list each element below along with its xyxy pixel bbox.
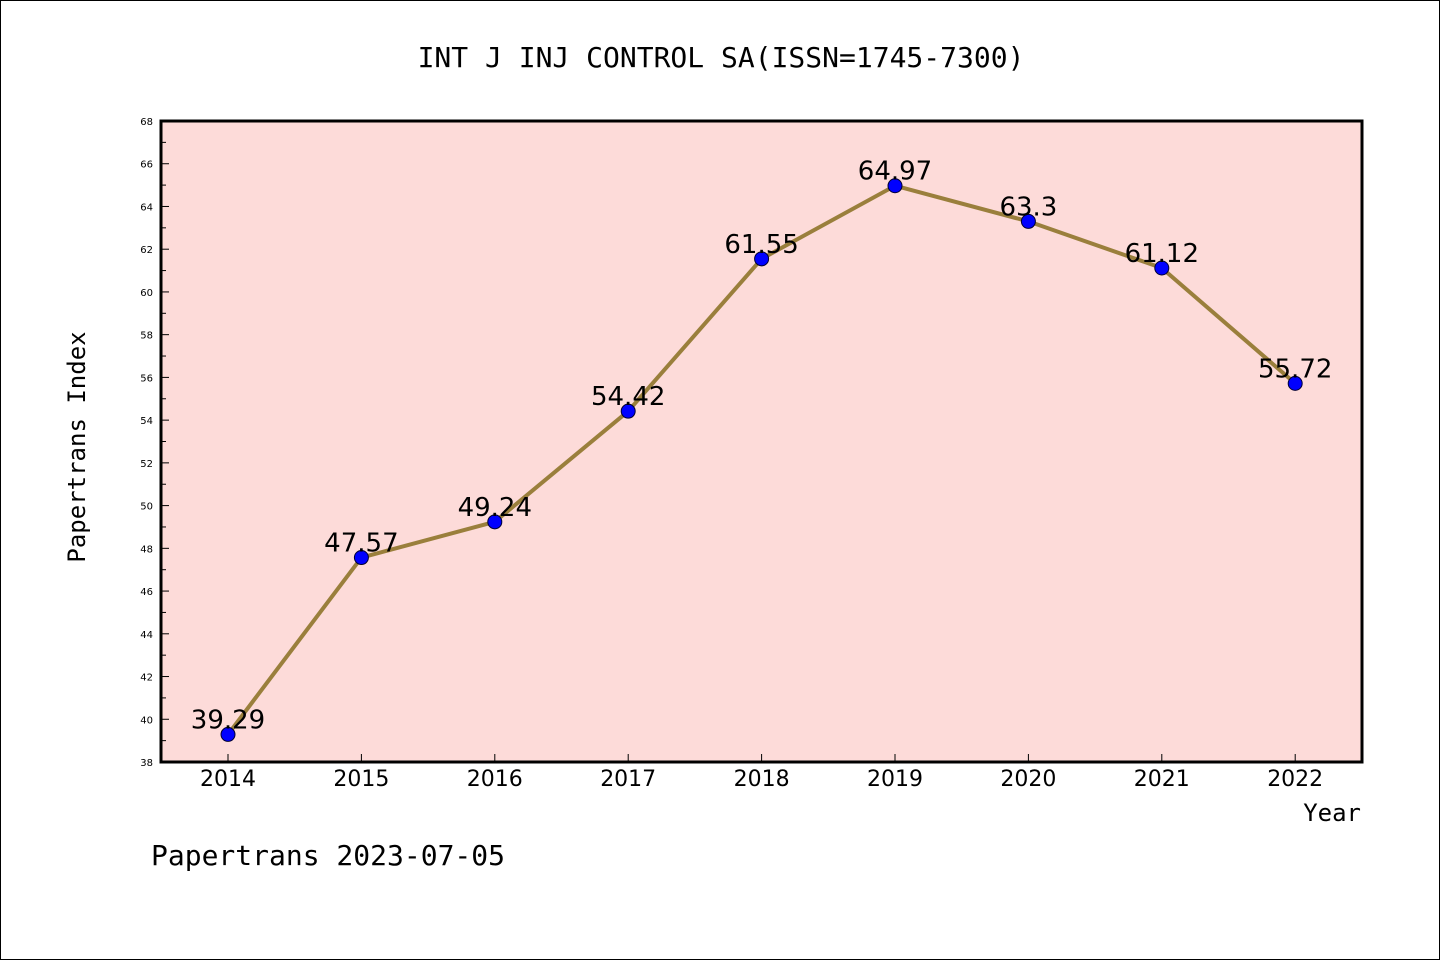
x-tick-label: 2018 xyxy=(734,767,790,792)
data-label: 61.12 xyxy=(1125,239,1199,269)
y-axis-label: Papertrans Index xyxy=(63,331,91,562)
y-tick-label: 46 xyxy=(140,587,153,598)
y-tick-label: 50 xyxy=(140,502,153,513)
y-tick-label: 44 xyxy=(140,630,153,641)
plot-area xyxy=(159,119,1364,764)
y-tick-label: 58 xyxy=(140,331,153,342)
x-tick-label: 2022 xyxy=(1267,767,1323,792)
y-tick-label: 42 xyxy=(140,673,153,684)
data-point xyxy=(1020,213,1036,229)
y-tick-label: 62 xyxy=(140,245,153,256)
data-label: 64.97 xyxy=(858,157,932,187)
chart-title: INT J INJ CONTROL SA(ISSN=1745-7300) xyxy=(418,41,1025,74)
data-point xyxy=(220,726,236,742)
data-label: 54.42 xyxy=(591,382,665,412)
x-tick-label: 2020 xyxy=(1000,767,1056,792)
y-tick-label: 68 xyxy=(140,117,153,128)
data-label: 55.72 xyxy=(1258,354,1332,384)
x-tick-label: 2021 xyxy=(1134,767,1190,792)
x-axis: 2014 2015 2016 2017 2018 2019 2020 2021 2022 xyxy=(200,754,1323,792)
data-label: 61.55 xyxy=(724,230,798,260)
x-tick-label: 2016 xyxy=(467,767,523,792)
y-tick-label: 38 xyxy=(140,758,153,769)
data-point xyxy=(487,514,503,530)
y-tick-label: 64 xyxy=(140,202,153,213)
data-label: 49.24 xyxy=(458,493,532,523)
data-point xyxy=(887,178,903,194)
y-tick-label: 48 xyxy=(140,544,153,555)
series-layer: 39.29 47.57 49.24 54.42 61.55 64.97 63.3 61.12 5… xyxy=(191,157,1332,742)
data-point xyxy=(1287,375,1303,391)
data-label: 39.29 xyxy=(191,705,265,735)
data-point xyxy=(754,251,770,267)
y-tick-label: 56 xyxy=(140,373,153,384)
x-axis-label: Year xyxy=(1303,799,1361,827)
y-tick-label: 54 xyxy=(140,416,153,427)
x-tick-label: 2015 xyxy=(333,767,389,792)
data-label: 63.3 xyxy=(999,192,1057,222)
y-tick-label: 66 xyxy=(140,160,153,171)
data-point xyxy=(1154,260,1170,276)
data-label: 47.57 xyxy=(324,529,398,559)
y-tick-label: 60 xyxy=(140,288,153,299)
y-tick-label: 40 xyxy=(140,715,153,726)
x-tick-label: 2014 xyxy=(200,767,256,792)
footer-text: Papertrans 2023-07-05 xyxy=(151,839,505,872)
data-point xyxy=(353,550,369,566)
y-axis: 38 40 42 44 46 48 50 52 54 56 58 60 62 64 66 68 xyxy=(140,117,169,769)
y-tick-label: 52 xyxy=(140,459,153,470)
data-point xyxy=(620,403,636,419)
x-tick-label: 2019 xyxy=(867,767,923,792)
x-tick-label: 2017 xyxy=(600,767,656,792)
